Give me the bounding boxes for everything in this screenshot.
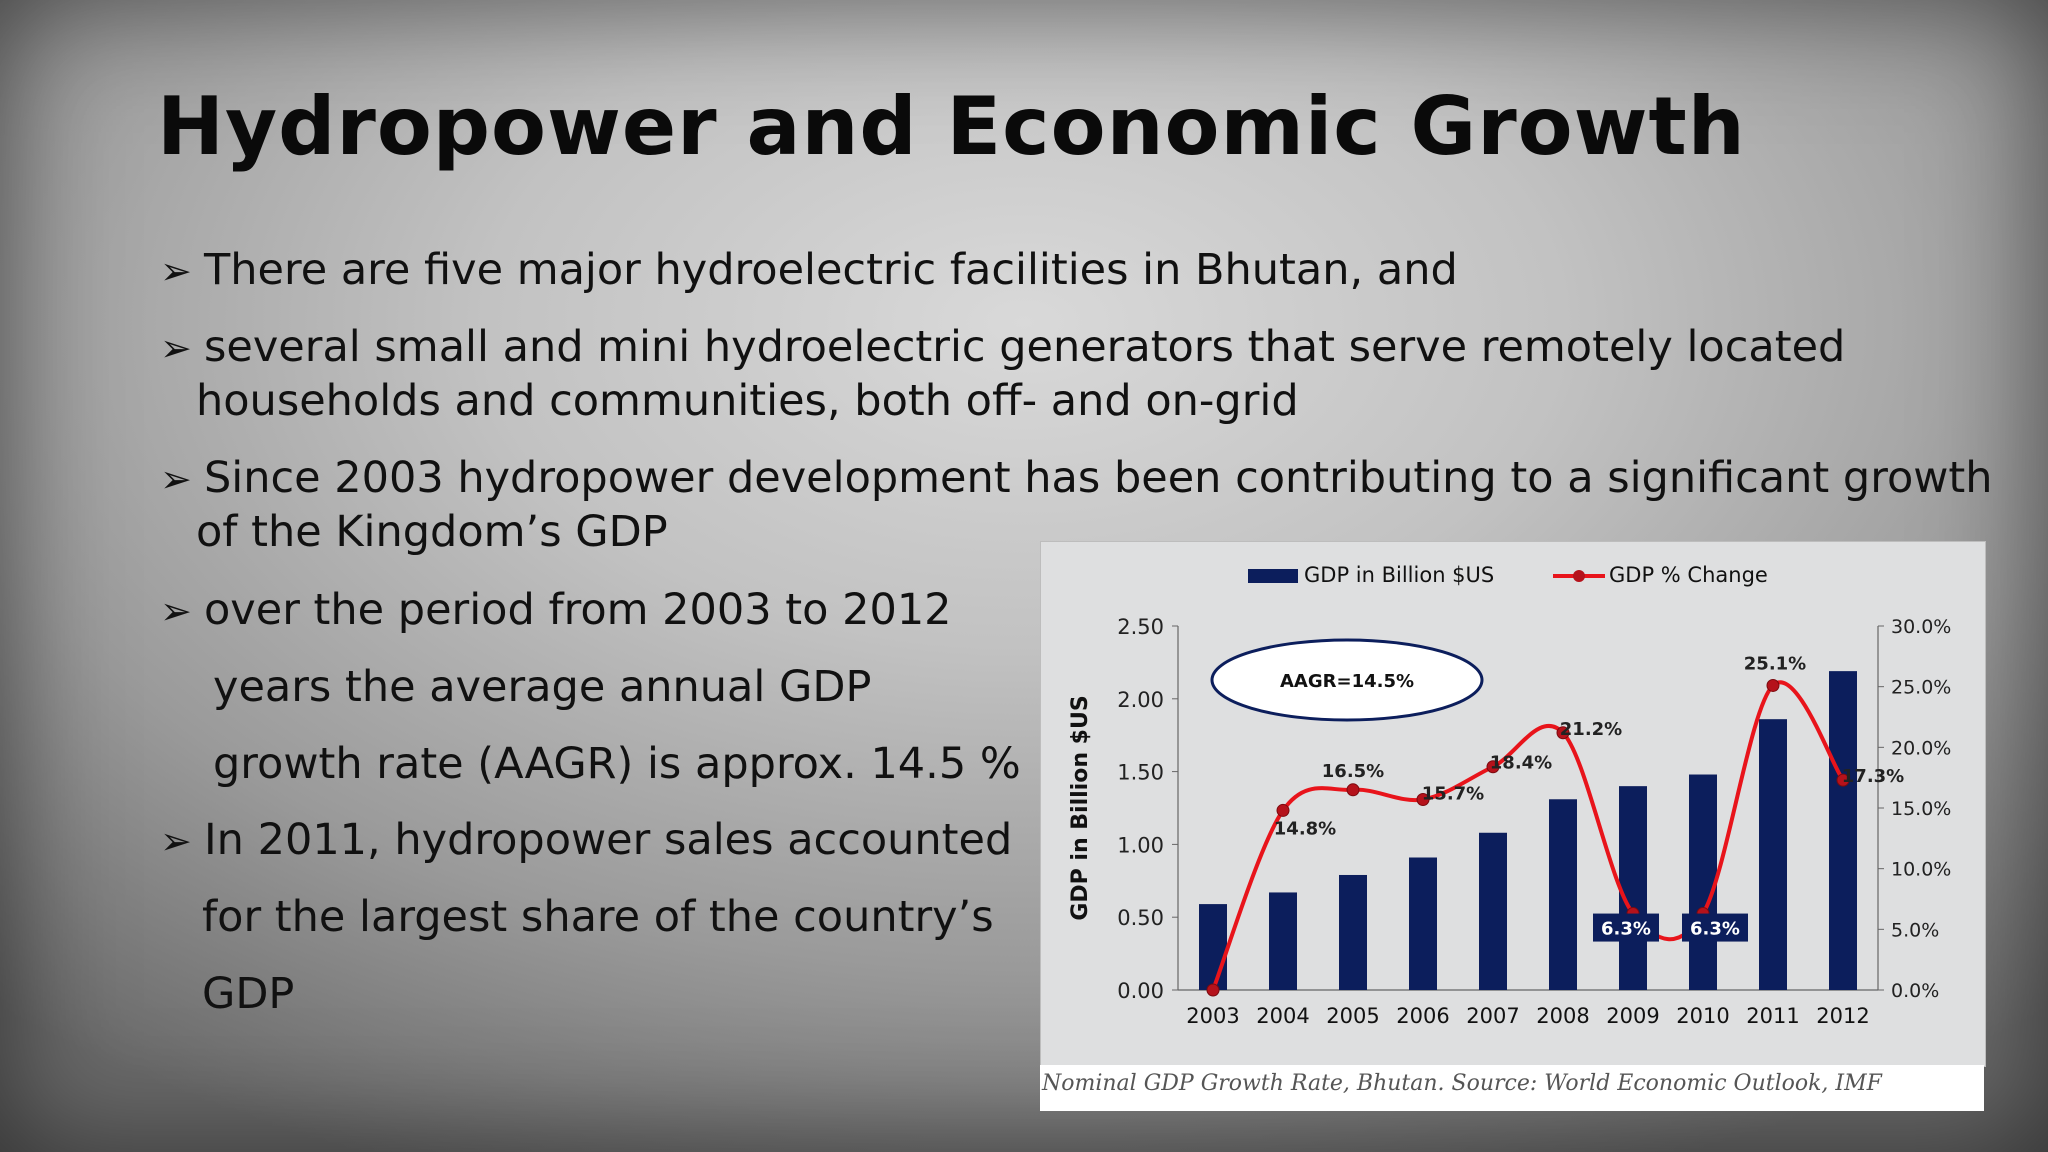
gdp-change-point (1836, 773, 1850, 787)
gdp-change-point (1206, 983, 1220, 997)
chart-bar (1339, 874, 1367, 990)
bullet-item: ➢ There are five major hydroelectric faci… (160, 243, 1458, 298)
left-axis-tick-label: 0.00 (1117, 979, 1164, 1003)
x-axis-tick-label: 2006 (1396, 1004, 1449, 1028)
bullet-item: ➢ over the period from 2003 to 2012 (160, 583, 952, 638)
bullet-item: ➢ several small and mini hydroelectric ge… (160, 320, 1845, 375)
left-axis-tick-label: 0.50 (1117, 906, 1164, 930)
bullet-text-continued: GDP (202, 969, 295, 1019)
gdp-change-point (1486, 760, 1500, 774)
right-axis-tick-label: 15.0% (1891, 798, 1951, 820)
x-axis-tick-label: 2012 (1816, 1004, 1869, 1028)
chart-bar (1269, 892, 1297, 990)
left-axis-tick-label: 2.50 (1117, 615, 1164, 639)
x-axis-tick-label: 2010 (1676, 1004, 1729, 1028)
x-axis-tick-label: 2008 (1536, 1004, 1589, 1028)
bullet-text: In 2011, hydropower sales accounted (204, 815, 1013, 865)
bullet-text-continued: for the largest share of the country’s (202, 892, 994, 942)
chart-bar (1409, 857, 1437, 990)
gdp-chart-svg: 0.00 0.50 1.00 1.50 2.00 2.50 0.0% 5.0% 10.0% 15.… (1068, 563, 1951, 1028)
gdp-change-point (1766, 678, 1780, 692)
y-axis-label: GDP in Billion $US (1068, 695, 1093, 920)
left-axis-tick-label: 1.00 (1117, 833, 1164, 857)
gdp-chart: 0.00 0.50 1.00 1.50 2.00 2.50 0.0% 5.0% 10.0% 15.… (1040, 541, 1986, 1067)
arrow-bullet-icon: ➢ (160, 249, 192, 293)
aagr-annotation-text: AAGR=14.5% (1280, 671, 1414, 692)
data-label: 6.3% (1690, 919, 1740, 940)
chart-caption-box: Nominal GDP Growth Rate, Bhutan. Source:… (1040, 1065, 1984, 1111)
left-axis-tick-label: 1.50 (1117, 761, 1164, 785)
chart-caption: Nominal GDP Growth Rate, Bhutan. Source:… (1042, 1071, 1882, 1096)
right-axis-tick-label: 0.0% (1891, 980, 1939, 1002)
data-label: 14.8% (1274, 818, 1336, 839)
legend-label: GDP in Billion $US (1304, 563, 1494, 587)
arrow-bullet-icon: ➢ (160, 819, 192, 863)
legend-line-marker (1573, 570, 1585, 582)
data-label: 21.2% (1560, 719, 1622, 740)
arrow-bullet-icon: ➢ (160, 589, 192, 633)
x-axis-tick-label: 2003 (1186, 1004, 1239, 1028)
aagr-annotation-ellipse (1210, 638, 1484, 722)
bullet-text: There are five major hydroelectric facil… (204, 245, 1458, 295)
right-axis-tick-label: 10.0% (1891, 859, 1951, 881)
bullet-text-continued: of the Kingdom’s GDP (196, 507, 668, 557)
x-axis-tick-label: 2011 (1746, 1004, 1799, 1028)
bullet-text: over the period from 2003 to 2012 (204, 585, 952, 635)
chart-bar (1689, 774, 1717, 990)
bullet-text-continued: years the average annual GDP (213, 662, 872, 712)
x-axis-tick-label: 2004 (1256, 1004, 1309, 1028)
bullet-text-continued: households and communities, both off- an… (196, 376, 1299, 426)
right-axis-tick-label: 30.0% (1891, 616, 1951, 638)
x-axis-tick-label: 2009 (1606, 1004, 1659, 1028)
gdp-change-point (1556, 726, 1570, 740)
slide-title: Hydropower and Economic Growth (157, 80, 1746, 173)
arrow-bullet-icon: ➢ (160, 326, 192, 370)
chart-bar (1619, 786, 1647, 990)
right-axis-tick-label: 20.0% (1891, 737, 1951, 759)
gdp-change-point (1276, 803, 1290, 817)
data-label-box (1593, 913, 1659, 942)
bullet-item: ➢ Since 2003 hydropower development has b… (160, 451, 1993, 506)
data-label: 16.5% (1322, 761, 1384, 782)
legend-label: GDP % Change (1609, 563, 1768, 587)
x-axis-tick-label: 2005 (1326, 1004, 1379, 1028)
data-label: 25.1% (1744, 653, 1806, 674)
arrow-bullet-icon: ➢ (160, 457, 192, 501)
chart-bar (1549, 799, 1577, 990)
legend-bar-swatch (1248, 569, 1298, 583)
bullet-text: Since 2003 hydropower development has be… (204, 453, 1993, 503)
chart-bar (1829, 671, 1857, 990)
right-axis-tick-label: 25.0% (1891, 677, 1951, 699)
bullet-text: several small and mini hydroelectric gen… (204, 322, 1846, 372)
gdp-change-point (1346, 783, 1360, 797)
bullet-text-continued: growth rate (AAGR) is approx. 14.5 % (213, 739, 1021, 789)
right-axis-tick-label: 5.0% (1891, 919, 1939, 941)
chart-bar (1759, 719, 1787, 990)
data-label: 17.3% (1842, 766, 1904, 787)
data-label: 15.7% (1422, 784, 1484, 805)
data-label: 18.4% (1490, 753, 1552, 774)
gdp-change-point (1416, 793, 1430, 807)
bullet-item: ➢ In 2011, hydropower sales accounted (160, 813, 1012, 868)
x-axis-tick-label: 2007 (1466, 1004, 1519, 1028)
chart-bar (1199, 904, 1227, 990)
chart-bar (1479, 832, 1507, 990)
data-label: 6.3% (1601, 919, 1651, 940)
left-axis-tick-label: 2.00 (1117, 688, 1164, 712)
data-label-box (1682, 913, 1748, 942)
